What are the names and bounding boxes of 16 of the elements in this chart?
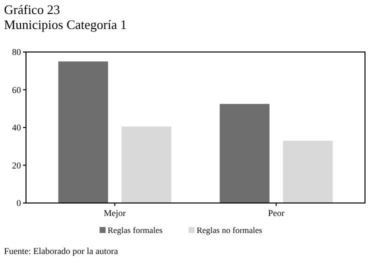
bar	[282, 140, 333, 203]
chart-subtitle: Municipios Categoría 1	[4, 17, 127, 32]
bar	[122, 126, 172, 203]
legend-label: Reglas no formales	[196, 224, 262, 235]
bar	[58, 61, 108, 203]
y-tick-label: 0	[16, 198, 22, 208]
y-tick-label: 20	[12, 160, 22, 170]
y-tick-label: 80	[12, 47, 22, 58]
y-tick-label: 40	[12, 122, 22, 133]
y-tick-label: 60	[12, 84, 22, 95]
chart-title: Gráfico 23	[4, 2, 60, 17]
source-note: Fuente: Elaborado por la autora	[4, 246, 118, 256]
x-tick-label: Peor	[268, 208, 284, 218]
x-tick-label: Mejor	[104, 208, 126, 218]
bar	[220, 104, 270, 203]
legend-label: Reglas formales	[108, 224, 163, 235]
